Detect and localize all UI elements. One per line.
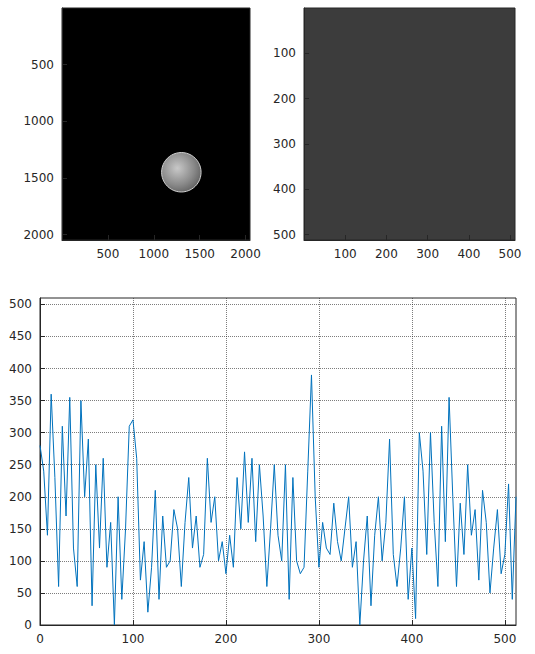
svg-text:300: 300 [307, 632, 330, 646]
svg-text:100: 100 [334, 247, 357, 261]
svg-text:300: 300 [416, 247, 439, 261]
svg-text:0: 0 [24, 618, 32, 632]
svg-text:400: 400 [457, 247, 480, 261]
svg-text:50: 50 [17, 586, 32, 600]
svg-text:200: 200 [273, 92, 296, 106]
svg-text:2000: 2000 [230, 247, 261, 261]
svg-text:350: 350 [9, 394, 32, 408]
svg-text:1000: 1000 [23, 114, 54, 128]
svg-text:250: 250 [9, 458, 32, 472]
svg-text:500: 500 [273, 228, 296, 242]
svg-text:100: 100 [122, 632, 145, 646]
svg-text:200: 200 [9, 490, 32, 504]
svg-text:300: 300 [9, 426, 32, 440]
svg-text:1500: 1500 [184, 247, 215, 261]
svg-text:1500: 1500 [23, 171, 54, 185]
svg-text:400: 400 [9, 362, 32, 376]
svg-text:200: 200 [214, 632, 237, 646]
svg-text:100: 100 [273, 46, 296, 60]
svg-text:450: 450 [9, 329, 32, 343]
svg-text:2000: 2000 [23, 228, 54, 242]
svg-text:500: 500 [9, 297, 32, 311]
svg-text:0: 0 [36, 632, 44, 646]
svg-text:1000: 1000 [139, 247, 170, 261]
svg-text:400: 400 [273, 182, 296, 196]
svg-text:150: 150 [9, 522, 32, 536]
svg-text:500: 500 [31, 58, 54, 72]
svg-text:200: 200 [375, 247, 398, 261]
svg-text:400: 400 [400, 632, 423, 646]
svg-text:500: 500 [96, 247, 119, 261]
svg-text:500: 500 [493, 632, 516, 646]
svg-text:300: 300 [273, 137, 296, 151]
svg-text:500: 500 [499, 247, 522, 261]
svg-text:100: 100 [9, 554, 32, 568]
